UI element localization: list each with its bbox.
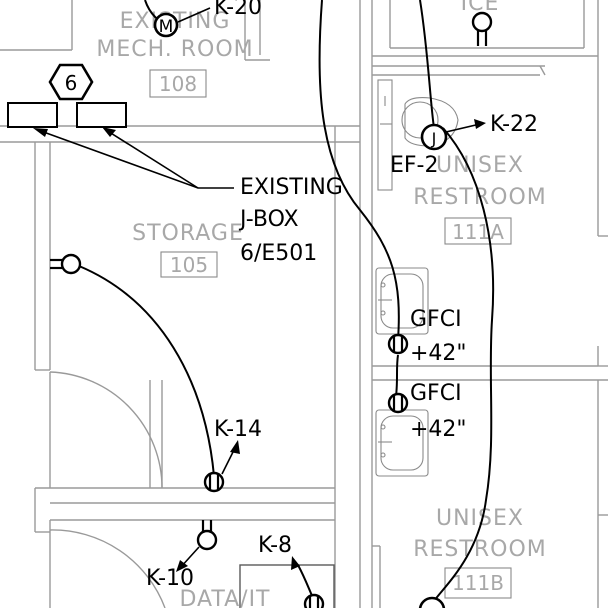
- fan-j-symbol: J: [431, 129, 437, 148]
- duplex-receptacle-icon: [471, 11, 493, 33]
- keynote-number: 6: [65, 71, 78, 95]
- duplex-receptacle-icon: [203, 471, 225, 493]
- jbox-note-line2: J-BOX: [238, 207, 299, 232]
- k20-circuit-tag: K-20: [214, 0, 262, 20]
- motor-m-symbol: M: [159, 17, 174, 37]
- jbox-leader-line: [37, 129, 234, 189]
- gfci-receptacle-icon: [387, 333, 409, 355]
- gfci-receptacle-icon: [387, 392, 409, 414]
- wire-run: [318, 0, 400, 341]
- mech-room-name-line2: MECH. ROOM: [96, 37, 253, 62]
- jbox-leader-line: [105, 129, 199, 189]
- leader-arrowhead: [291, 556, 300, 570]
- leader-arrowhead: [176, 560, 188, 572]
- gfci-label: GFCI: [410, 307, 462, 332]
- mech-room-number: 108: [159, 72, 197, 96]
- storage-room-number: 105: [170, 253, 208, 277]
- wall-segment: [539, 65, 546, 76]
- ice-room-name: ICE: [461, 0, 500, 16]
- wire-run: [78, 265, 215, 477]
- leader-arrowhead: [230, 440, 240, 454]
- keynote-and-jboxes: 6 EXISTING J-BOX 6/E501: [7, 63, 343, 266]
- jbox-note-line1: EXISTING: [240, 175, 343, 200]
- restroom-a-number: 111A: [452, 220, 504, 244]
- room-number-box: [444, 567, 512, 599]
- ceiling-outlet-icon: [153, 12, 179, 38]
- room-number-box: [160, 251, 218, 278]
- data-it-room-name: DATA/IT: [179, 587, 270, 608]
- toilet-fixture: [377, 79, 459, 191]
- storage-room-name: STORAGE: [132, 221, 244, 246]
- exhaust-fan-icon: [420, 123, 448, 151]
- restroom-a-name-line1: UNISEX: [436, 153, 524, 178]
- door-swing-arc: [49, 529, 166, 608]
- room-number-box: [444, 217, 512, 245]
- wire-run: [431, 127, 495, 605]
- gfci-label: GFCI: [410, 381, 462, 406]
- ef2-fan-label: EF-2: [390, 153, 439, 178]
- room-number-box: [149, 69, 207, 98]
- k10-circuit-tag: K-10: [146, 566, 194, 591]
- k22-circuit-tag: K-22: [490, 112, 538, 137]
- duplex-receptacle-icon: [196, 529, 218, 551]
- keynote-hexagon-icon: [48, 63, 94, 101]
- data-it-rack-box: [239, 564, 335, 608]
- k8-circuit-tag: K-8: [258, 533, 292, 558]
- k14-circuit-tag: K-14: [214, 417, 262, 442]
- restroom-b-number: 111B: [452, 571, 504, 595]
- wire-run: [419, 0, 435, 129]
- tag-leader: [177, 7, 211, 23]
- exhaust-fan-icon: [418, 596, 446, 608]
- door-swing-arc: [49, 371, 163, 489]
- electrical-devices: M K-20 J EF-2 K-22 GFCI +42" GFCI +42": [50, 0, 538, 608]
- duplex-receptacle-icon: [60, 253, 82, 275]
- circuit-wiring: [78, 0, 495, 605]
- lavatory-sink: [375, 267, 429, 335]
- existing-jbox-right: [76, 102, 127, 128]
- mounting-height-label: +42": [410, 417, 467, 442]
- existing-jbox-left: [7, 102, 58, 128]
- duplex-receptacle-icon: [303, 593, 325, 608]
- jbox-note-line3: 6/E501: [240, 241, 317, 266]
- tag-leader: [445, 123, 481, 133]
- leader-arrowhead: [33, 128, 48, 137]
- restroom-b-name-line2: RESTROOM: [413, 537, 547, 562]
- leader-arrowhead: [102, 127, 116, 137]
- room-labels: EXISTING MECH. ROOM 108 STORAGE 105 UNIS…: [96, 0, 547, 608]
- wire-run: [395, 354, 399, 397]
- mounting-height-label: +42": [410, 341, 467, 366]
- leader-arrowhead: [474, 119, 486, 129]
